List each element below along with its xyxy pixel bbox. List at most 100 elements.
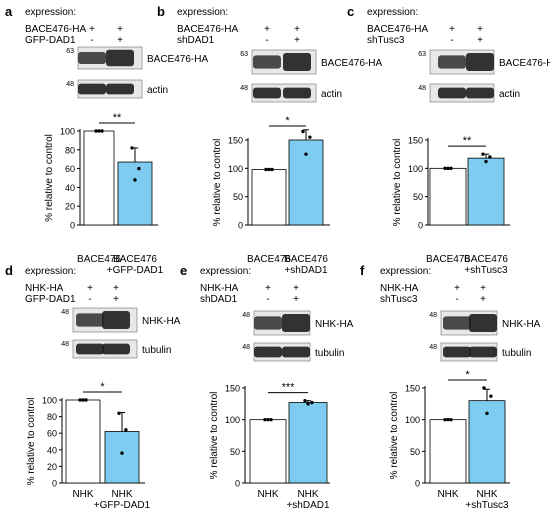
condition-mark: + <box>454 283 460 294</box>
condition-mark: + <box>294 24 300 35</box>
data-point <box>310 400 314 405</box>
category-label: BACE476 <box>426 254 470 265</box>
data-point <box>484 159 488 164</box>
y-tick-label: 50 <box>413 192 423 202</box>
condition-label: BACE476-HA <box>177 24 238 35</box>
blot-label: BACE476-HA <box>321 58 382 69</box>
y-tick-label: 150 <box>225 384 240 394</box>
mw-marker: 48 <box>242 312 250 319</box>
category-label: BACE476 <box>113 254 157 265</box>
panel-letter: e <box>180 263 187 278</box>
blot-band <box>283 53 311 71</box>
bar-treated <box>467 157 505 226</box>
condition-label: NHK-HA <box>200 283 239 294</box>
blot-band <box>253 55 281 69</box>
condition-label: GFP-DAD1 <box>25 294 76 305</box>
category-label: +shDAD1 <box>284 265 328 276</box>
mw-marker: 63 <box>66 48 74 55</box>
y-tick-label: 100 <box>408 164 423 174</box>
expression-label: expression: <box>25 266 76 277</box>
condition-mark: + <box>294 35 300 46</box>
condition-mark: + <box>293 294 299 305</box>
data-point <box>269 417 273 422</box>
y-tick-label: 0 <box>235 479 240 489</box>
data-point <box>133 178 137 182</box>
condition-mark: + <box>293 283 299 294</box>
blot-band <box>254 316 282 330</box>
y-tick-label: 50 <box>230 447 240 457</box>
y-tick-label: 0 <box>70 221 75 231</box>
blot-band <box>283 87 311 99</box>
significance-mark: * <box>100 381 105 393</box>
data-point <box>449 166 453 171</box>
y-tick-label: 100 <box>228 164 243 174</box>
y-tick-label: 50 <box>410 447 420 457</box>
blot-label: NHK-HA <box>502 319 541 330</box>
mw-marker: 63 <box>240 51 248 58</box>
mw-marker: 48 <box>429 344 437 351</box>
expression-label: expression: <box>380 266 431 277</box>
data-point <box>81 398 85 402</box>
blot-label: NHK-HA <box>142 316 181 327</box>
blot-label: tubulin <box>502 348 531 359</box>
data-point <box>263 417 267 422</box>
blot-label: actin <box>499 89 520 100</box>
y-tick-label: 0 <box>52 479 57 489</box>
condition-label: BACE476-HA <box>25 24 86 35</box>
condition-mark: + <box>477 24 483 35</box>
data-point <box>303 398 307 403</box>
category-label: +GFP-DAD1 <box>94 500 151 511</box>
bar-treated <box>104 431 140 484</box>
mw-marker: 48 <box>418 85 426 92</box>
blot-band <box>443 346 471 358</box>
mw-marker: 48 <box>66 81 74 88</box>
significance-mark: *** <box>282 382 296 394</box>
condition-mark: - <box>266 294 269 305</box>
y-tick-label: 100 <box>225 415 240 425</box>
category-label: +shTusc3 <box>465 500 509 511</box>
data-point <box>130 146 134 150</box>
panel-f: f expression:NHK-HA + +shTusc3- +NHK-HA48tub… <box>360 263 541 511</box>
condition-mark: + <box>480 283 486 294</box>
y-tick-label: 50 <box>233 192 243 202</box>
panel-letter: d <box>5 263 13 278</box>
data-point <box>304 152 308 156</box>
y-tick-label: 100 <box>60 127 75 137</box>
condition-mark: + <box>265 283 271 294</box>
condition-label: BACE476-HA <box>367 24 428 35</box>
blot-label: actin <box>321 89 342 100</box>
condition-mark: - <box>88 294 91 305</box>
data-point <box>449 417 453 422</box>
blot-label: tubulin <box>315 348 344 359</box>
data-point <box>446 417 450 422</box>
condition-label: NHK-HA <box>380 283 419 294</box>
data-point <box>97 129 101 133</box>
condition-mark: + <box>117 24 123 35</box>
condition-mark: + <box>477 35 483 46</box>
category-label: +shDAD1 <box>286 500 330 511</box>
blot-band <box>102 311 130 329</box>
blot-band <box>469 314 497 332</box>
condition-mark: - <box>90 35 93 46</box>
condition-label: shDAD1 <box>177 35 215 46</box>
expression-label: expression: <box>367 7 418 18</box>
blot-band <box>253 87 281 99</box>
mw-marker: 48 <box>61 309 69 316</box>
blot-band <box>469 346 497 358</box>
category-label: NHK <box>297 489 318 500</box>
y-tick-label: 150 <box>408 136 423 146</box>
bar-control <box>83 130 115 226</box>
condition-label: shTusc3 <box>380 294 418 305</box>
panel-a: a expression:BACE476-HA + +GFP-DAD1- +BACE47… <box>5 4 208 276</box>
data-point <box>308 135 312 139</box>
data-point <box>482 386 486 390</box>
condition-mark: + <box>87 283 93 294</box>
bar-control <box>429 419 467 484</box>
y-tick-label: 80 <box>47 412 57 422</box>
significance-mark: * <box>285 115 290 127</box>
condition-mark: - <box>265 35 268 46</box>
data-point <box>120 451 124 455</box>
blot-band <box>438 87 466 99</box>
condition-mark: - <box>455 294 458 305</box>
category-label: BACE476 <box>247 254 291 265</box>
